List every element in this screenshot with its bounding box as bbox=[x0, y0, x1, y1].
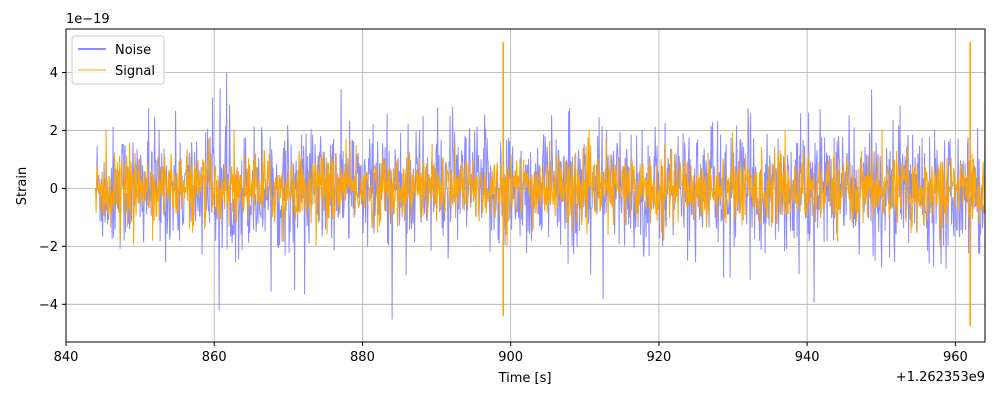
x-tick-label: 960 bbox=[943, 350, 968, 365]
x-tick-label: 860 bbox=[202, 350, 227, 365]
x-tick-label: 940 bbox=[795, 350, 820, 365]
x-offset-label: +1.262353e9 bbox=[896, 370, 985, 385]
x-tick-label: 920 bbox=[646, 350, 671, 365]
y-axis-ticks: −4 −2 0 2 4 bbox=[39, 66, 66, 313]
x-tick-label: 900 bbox=[498, 350, 523, 365]
y-tick-label: 0 bbox=[50, 182, 58, 197]
y-tick-label: 4 bbox=[50, 66, 58, 81]
y-tick-label: 2 bbox=[50, 124, 58, 139]
y-scale-label: 1e−19 bbox=[66, 12, 110, 27]
x-axis-ticks: 840 860 880 900 920 940 960 bbox=[54, 342, 968, 365]
y-tick-label: −4 bbox=[39, 298, 58, 313]
legend: Noise Signal bbox=[72, 36, 164, 84]
x-tick-label: 840 bbox=[54, 350, 79, 365]
legend-label-noise: Noise bbox=[115, 43, 151, 58]
y-tick-label: −2 bbox=[39, 240, 58, 255]
legend-label-signal: Signal bbox=[115, 64, 155, 79]
y-axis-label: Strain bbox=[15, 167, 30, 206]
x-tick-label: 880 bbox=[350, 350, 375, 365]
x-axis-label: Time [s] bbox=[498, 371, 552, 386]
